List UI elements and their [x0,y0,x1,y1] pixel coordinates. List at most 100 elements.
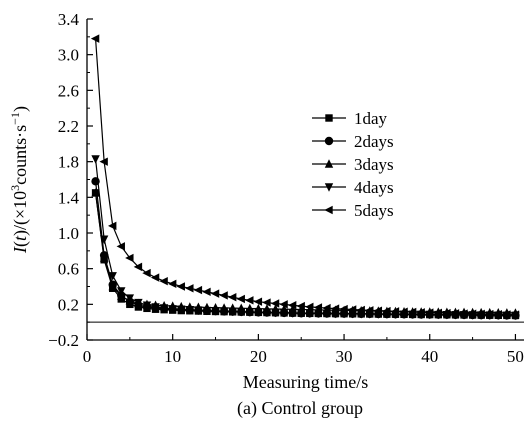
data-point-5days [142,268,151,278]
data-point-5days [305,302,314,312]
data-point-5days [236,294,245,304]
data-point-4days [151,303,160,312]
data-point-5days [296,301,305,311]
data-point-4days [279,309,289,318]
data-point-4days [91,155,100,164]
y-tick-label: 1.8 [58,153,79,172]
x-tick-label: 0 [83,347,92,366]
figure-caption: (a) Control group [237,398,363,419]
data-point-4days [297,309,306,318]
data-point-5days [339,304,348,314]
data-point-5days [390,307,400,316]
legend-label: 4days [354,178,394,197]
data-point-5days [493,310,502,319]
data-point-3days [99,253,109,262]
y-tick-label: 2.6 [58,81,79,100]
data-point-5days [467,309,477,318]
legend-label: 1day [354,109,388,128]
data-point-5days [245,296,254,305]
data-point-5days [407,307,417,317]
legend-marker-3days [324,159,334,168]
series-4days [91,155,520,321]
legend-marker-1day [325,114,333,122]
series-3days [91,188,520,317]
data-point-4days [237,307,246,317]
x-ticks: 0 10 20 30 40 50 [83,334,524,366]
y-label-part: counts·s [10,125,30,185]
series-line-3days [94,192,516,314]
data-point-4days [134,298,143,308]
legend-entry-1day: 1day [312,109,388,128]
series-layer [90,34,520,321]
data-point-4days [245,308,255,317]
y-tick-label: 2.2 [58,117,79,136]
data-point-5days [425,308,434,317]
x-tick-label: 10 [164,347,181,366]
data-point-4days [211,307,220,316]
data-point-5days [108,221,117,231]
legend-entry-5days: 5days [312,201,394,220]
data-point-4days [202,306,212,316]
y-tick-label: −0.2 [48,331,79,350]
y-tick-label: 3.0 [58,46,79,65]
data-point-5days [150,273,160,282]
data-point-5days [485,309,494,319]
data-point-3days [117,291,126,301]
legend: 1day 2days 3days 4days 5days [312,109,394,220]
data-point-5days [459,309,468,318]
data-point-5days [125,253,134,263]
data-point-5days [270,299,280,308]
legend-label: 3days [354,155,394,174]
data-point-5days [176,282,185,291]
data-point-5days [322,303,331,313]
x-tick-label: 50 [507,347,524,366]
data-point-5days [347,305,357,314]
data-point-5days [510,310,520,319]
y-label-var: t [10,235,30,241]
y-label-part: ( [10,241,31,247]
legend-label: 2days [354,132,394,151]
y-label-symbol: I [10,246,30,254]
plot-area: 0 10 20 30 40 50 −0.2 0.2 0.6 1.0 1.4 1.8 2.2 2.6 3.0… [48,10,524,366]
legend-label: 5days [354,201,394,220]
series-line-2days [94,181,516,317]
data-point-5days [365,306,374,315]
data-point-4days [262,308,272,318]
data-point-5days [90,34,100,43]
data-point-4days [322,309,332,319]
data-point-5days [279,300,288,309]
data-point-4days [271,308,280,318]
x-tick-label: 30 [336,347,353,366]
data-point-5days [210,289,220,298]
data-point-5days [133,262,143,272]
data-point-4days [142,301,152,310]
legend-entry-2days: 2days [312,132,394,151]
legend-entry-4days: 4days [312,178,394,197]
data-point-4days [185,305,195,315]
data-point-4days [228,307,237,317]
data-point-5days [262,298,271,307]
series-line-1day [94,192,516,317]
data-point-4days [125,294,135,303]
data-point-4days [219,307,229,316]
series-5days [90,34,520,319]
data-point-4days [305,309,314,318]
y-label-exp: −1 [8,112,22,125]
legend-marker-5days [324,205,333,215]
x-tick-label: 40 [421,347,438,366]
data-point-5days [202,287,211,297]
y-label-part: ) [10,106,31,112]
data-point-5days [313,303,323,312]
data-point-5days [433,308,443,318]
data-point-5days [450,309,460,318]
data-point-5days [502,310,511,319]
legend-marker-2days [324,136,334,146]
legend-entry-3days: 3days [312,155,394,174]
data-point-5days [330,304,340,313]
data-point-5days [382,306,391,316]
series-2days [91,177,520,320]
y-label-exp: 3 [8,185,22,191]
data-point-5days [167,279,177,289]
data-point-5days [476,309,485,319]
y-ticks: −0.2 0.2 0.6 1.0 1.4 1.8 2.2 2.6 3.0 3.4 [48,10,93,350]
